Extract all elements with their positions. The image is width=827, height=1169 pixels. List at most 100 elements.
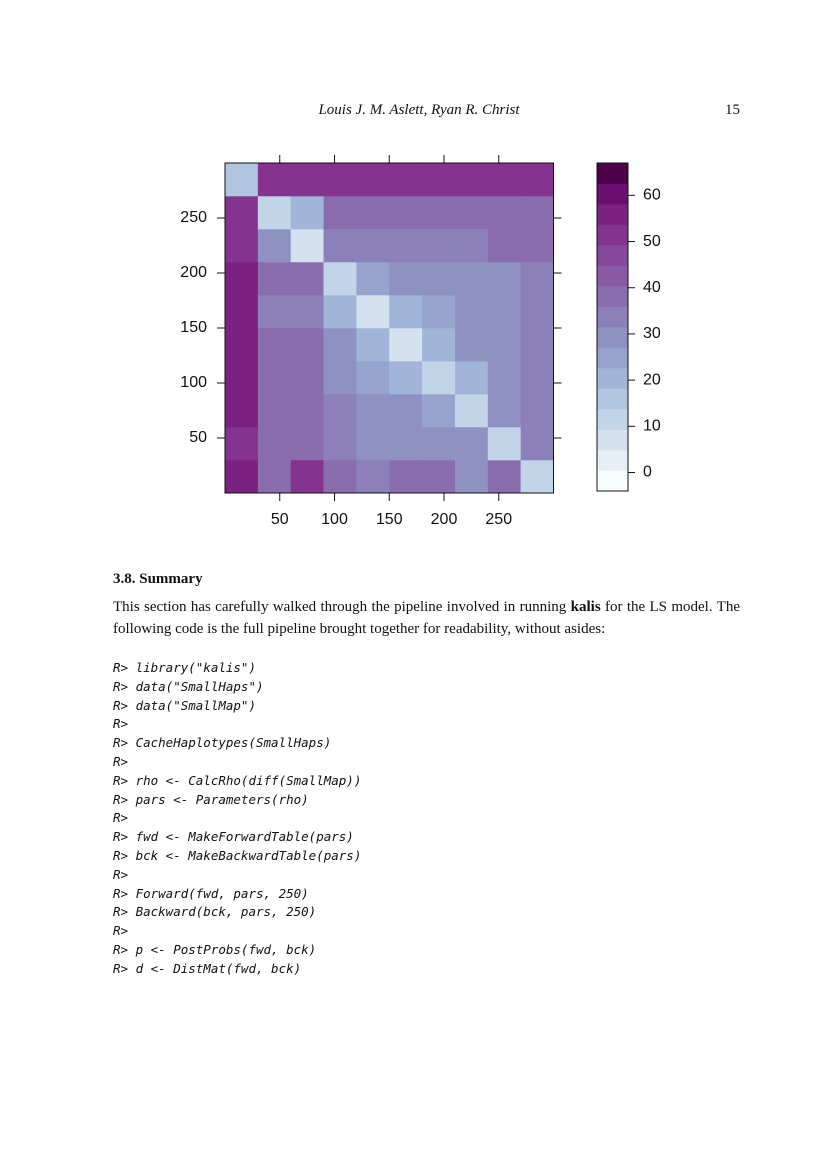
heatmap-cell (356, 196, 390, 230)
section-title: 3.8. Summary (113, 571, 203, 587)
colorbar-band (597, 286, 628, 307)
code-line: R> data("SmallHaps") (113, 678, 264, 694)
heatmap-cell (422, 394, 456, 428)
heatmap-cell (520, 262, 554, 296)
page-number: 15 (725, 102, 740, 118)
code-line: R> CacheHaplotypes(SmallHaps) (113, 735, 332, 751)
text: for the LS model. The following code is … (113, 599, 740, 637)
heatmap-cell (323, 460, 357, 494)
heatmap-cell (323, 196, 357, 230)
heatmap-cell (290, 196, 324, 230)
colorbar-band (597, 204, 628, 225)
heatmap-cell (290, 262, 324, 296)
x-tick-label: 250 (485, 511, 512, 528)
heatmap-cell (520, 427, 554, 461)
colorbar-band (597, 245, 628, 266)
colorbar-band (597, 224, 628, 246)
heatmap-cell (487, 229, 521, 263)
colorbar-tick-label: 20 (643, 371, 661, 388)
colorbar-band (597, 409, 628, 430)
colorbar-tick-label: 50 (643, 233, 661, 250)
colorbar-band (597, 429, 628, 451)
heatmap-cell (422, 229, 456, 263)
heatmap-cell (356, 394, 390, 428)
heatmap-cell (225, 196, 259, 230)
heatmap-chart: 50 100 150 200 250 50 100 150 200 250 0 10 20 30 40 50 6… (180, 155, 661, 528)
heatmap-cell (225, 163, 259, 197)
code-line: R> (113, 866, 129, 882)
code-line: R> data("SmallMap") (113, 697, 256, 713)
heatmap-cell (257, 295, 291, 329)
y-tick-label: 200 (180, 264, 207, 281)
heatmap-cell (290, 394, 324, 428)
colorbar-band (597, 450, 628, 471)
heatmap-cell (323, 328, 357, 362)
heatmap-cell (323, 262, 357, 296)
x-tick-label: 150 (376, 511, 403, 528)
heatmap-cell (422, 460, 456, 494)
heatmap-cell (356, 427, 390, 461)
heatmap-cell (389, 262, 423, 296)
heatmap-cell (290, 361, 324, 395)
heatmap-cell (520, 460, 554, 494)
colorbar-band (597, 347, 628, 369)
colorbar-band (597, 470, 628, 492)
heatmap-cell (323, 229, 357, 263)
heatmap-cell (290, 328, 324, 362)
y-tick-label: 50 (189, 429, 207, 446)
heatmap-cell (323, 295, 357, 329)
heatmap-cell (290, 163, 324, 197)
heatmap-cell (520, 163, 554, 197)
heatmap-cell (422, 427, 456, 461)
colorbar-band (597, 327, 628, 348)
heatmap-cell (520, 196, 554, 230)
y-tick-label: 100 (180, 374, 207, 391)
heatmap-cell (356, 295, 390, 329)
code-line: R> (113, 923, 129, 939)
code-line: R> (113, 753, 129, 769)
heatmap-cell (454, 328, 489, 362)
code-line: R> (113, 716, 129, 732)
colorbar-tick-label: 10 (643, 418, 661, 435)
running-header: Louis J. M. Aslett, Ryan R. Christ (318, 102, 520, 118)
heatmap-cell (257, 229, 291, 263)
heatmap-cell (323, 427, 357, 461)
heatmap-cell (257, 394, 291, 428)
heatmap-cell (389, 427, 423, 461)
heatmap-cell (454, 163, 489, 197)
heatmap-cell (389, 163, 423, 197)
heatmap-cell (257, 460, 291, 494)
heatmap-cell (323, 163, 357, 197)
heatmap-cell (422, 328, 456, 362)
paragraph: This section has carefully walked throug… (113, 596, 740, 640)
heatmap-cell (520, 361, 554, 395)
y-tick-label: 150 (180, 319, 207, 336)
colorbar-band (597, 183, 628, 205)
code-line: R> pars <- Parameters(rho) (113, 791, 309, 807)
heatmap-cell (323, 394, 357, 428)
heatmap-cell (487, 163, 521, 197)
heatmap-cell (389, 394, 423, 428)
heatmap-cell (487, 427, 521, 461)
colorbar-frame (596, 162, 629, 492)
heatmap-cell (225, 328, 259, 362)
heatmap-cell (454, 427, 489, 461)
x-tick-label: 200 (431, 511, 458, 528)
colorbar-tick-label: 0 (643, 464, 652, 481)
heatmap-cell (356, 460, 390, 494)
heatmap-cell (454, 361, 489, 395)
heatmap-cell (487, 460, 521, 494)
heatmap-cell (290, 229, 324, 263)
heatmap-cell (323, 361, 357, 395)
heatmap-cell (356, 229, 390, 263)
heatmap-cell (356, 361, 390, 395)
heatmap-cell (389, 229, 423, 263)
heatmap-cell (487, 262, 521, 296)
code-block: R> library("kalis") R> data("SmallHaps") R… (113, 659, 361, 979)
heatmap-cell (454, 229, 489, 263)
heatmap-cell (257, 262, 291, 296)
x-tick-label: 100 (321, 511, 348, 528)
heatmap-cell (389, 328, 423, 362)
heatmap-cell (225, 361, 259, 395)
heatmap-cell (422, 295, 456, 329)
